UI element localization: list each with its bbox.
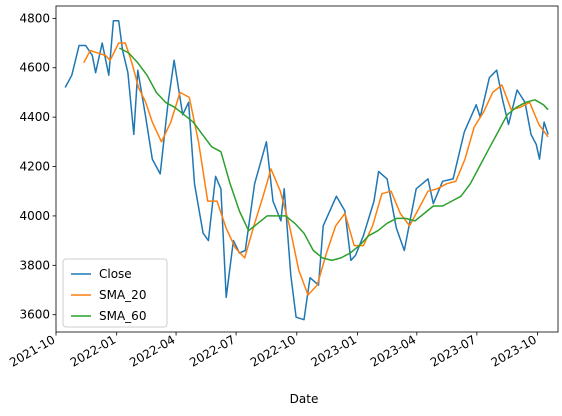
- plot-frame: [55, 5, 559, 333]
- x-tick-label: 2023-04: [368, 332, 418, 369]
- legend-box: [62, 258, 168, 328]
- x-tick-label: 2022-10: [248, 332, 298, 369]
- y-tick-label: 4200: [19, 160, 50, 174]
- y-tick-label: 4600: [19, 61, 50, 75]
- x-tick-label: 2022-04: [127, 332, 177, 369]
- legend-label: Close: [99, 267, 132, 281]
- x-axis: 2021-10 2022-01 2022-04 2022-07 2022-10 2023-…: [7, 332, 539, 370]
- y-tick-label: 4400: [19, 110, 50, 124]
- x-tick-label: 2022-07: [187, 332, 237, 369]
- x-tick-label: 2021-10: [7, 332, 57, 369]
- x-tick-label: 2022-01: [68, 332, 118, 369]
- series-line-sma-60: [118, 47, 549, 262]
- y-tick-label: 3800: [19, 258, 50, 272]
- x-tick-label: 2023-01: [309, 332, 359, 369]
- y-tick-label: 3600: [19, 308, 50, 322]
- series-line-sma-20: [83, 42, 549, 296]
- y-tick-label: 4800: [19, 11, 50, 25]
- legend: Close SMA_20 SMA_60: [62, 258, 168, 328]
- series-line-close: [64, 20, 549, 321]
- legend-label: SMA_20: [99, 288, 146, 302]
- series-layer: [64, 20, 549, 321]
- y-axis: 3600 3800 4000 4200 4400 4600 4800: [19, 11, 56, 322]
- legend-label: SMA_60: [99, 309, 146, 323]
- x-axis-label: Date: [290, 392, 319, 406]
- y-tick-label: 4000: [19, 209, 50, 223]
- x-tick-label: 2023-10: [489, 332, 539, 369]
- x-tick-label: 2023-07: [428, 332, 478, 369]
